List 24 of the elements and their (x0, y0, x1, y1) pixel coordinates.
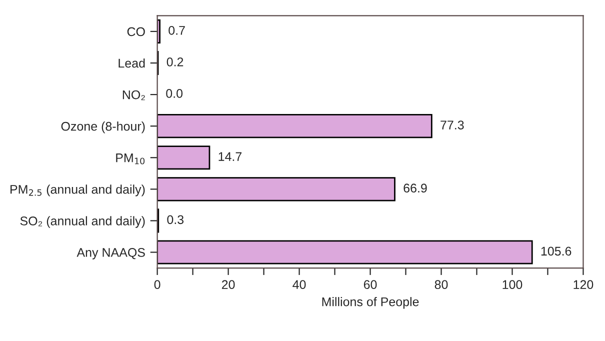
y-tick-label: PM$_{10}$ (116, 154, 145, 164)
data-label: 0.0 (166, 89, 183, 98)
data-label: 0.7 (168, 26, 185, 35)
y-tick-label: NO₂ (122, 90, 145, 100)
data-label: 66.9 (404, 184, 427, 193)
y-tick-label: SO₂ (annual and daily) (20, 216, 145, 228)
data-label: 0.3 (167, 215, 184, 224)
data-label: 105.6 (541, 246, 572, 256)
data-label: 0.2 (166, 58, 184, 66)
x-tick-label: 80 (434, 280, 448, 290)
x-tick-label: 120 (574, 280, 594, 290)
data-label: 14.7 (218, 152, 242, 161)
y-tick-label: Any NAAQS (76, 248, 145, 260)
x-tick-label: 20 (222, 280, 235, 290)
y-tick-label: CO (127, 27, 145, 36)
x-axis-title: Millions of People (322, 297, 419, 309)
x-tick-label: 40 (292, 280, 306, 290)
x-tick-label: 0 (154, 280, 160, 290)
data-label: 77.3 (440, 120, 464, 130)
x-tick-label: 60 (364, 280, 377, 290)
y-tick-label: Ozone (8-hour) (61, 122, 145, 134)
y-tick-label: PM$_{2.5}$ (annual and daily) (10, 184, 145, 196)
y-tick-label: Lead (118, 58, 145, 68)
x-tick-label: 100 (502, 280, 522, 290)
